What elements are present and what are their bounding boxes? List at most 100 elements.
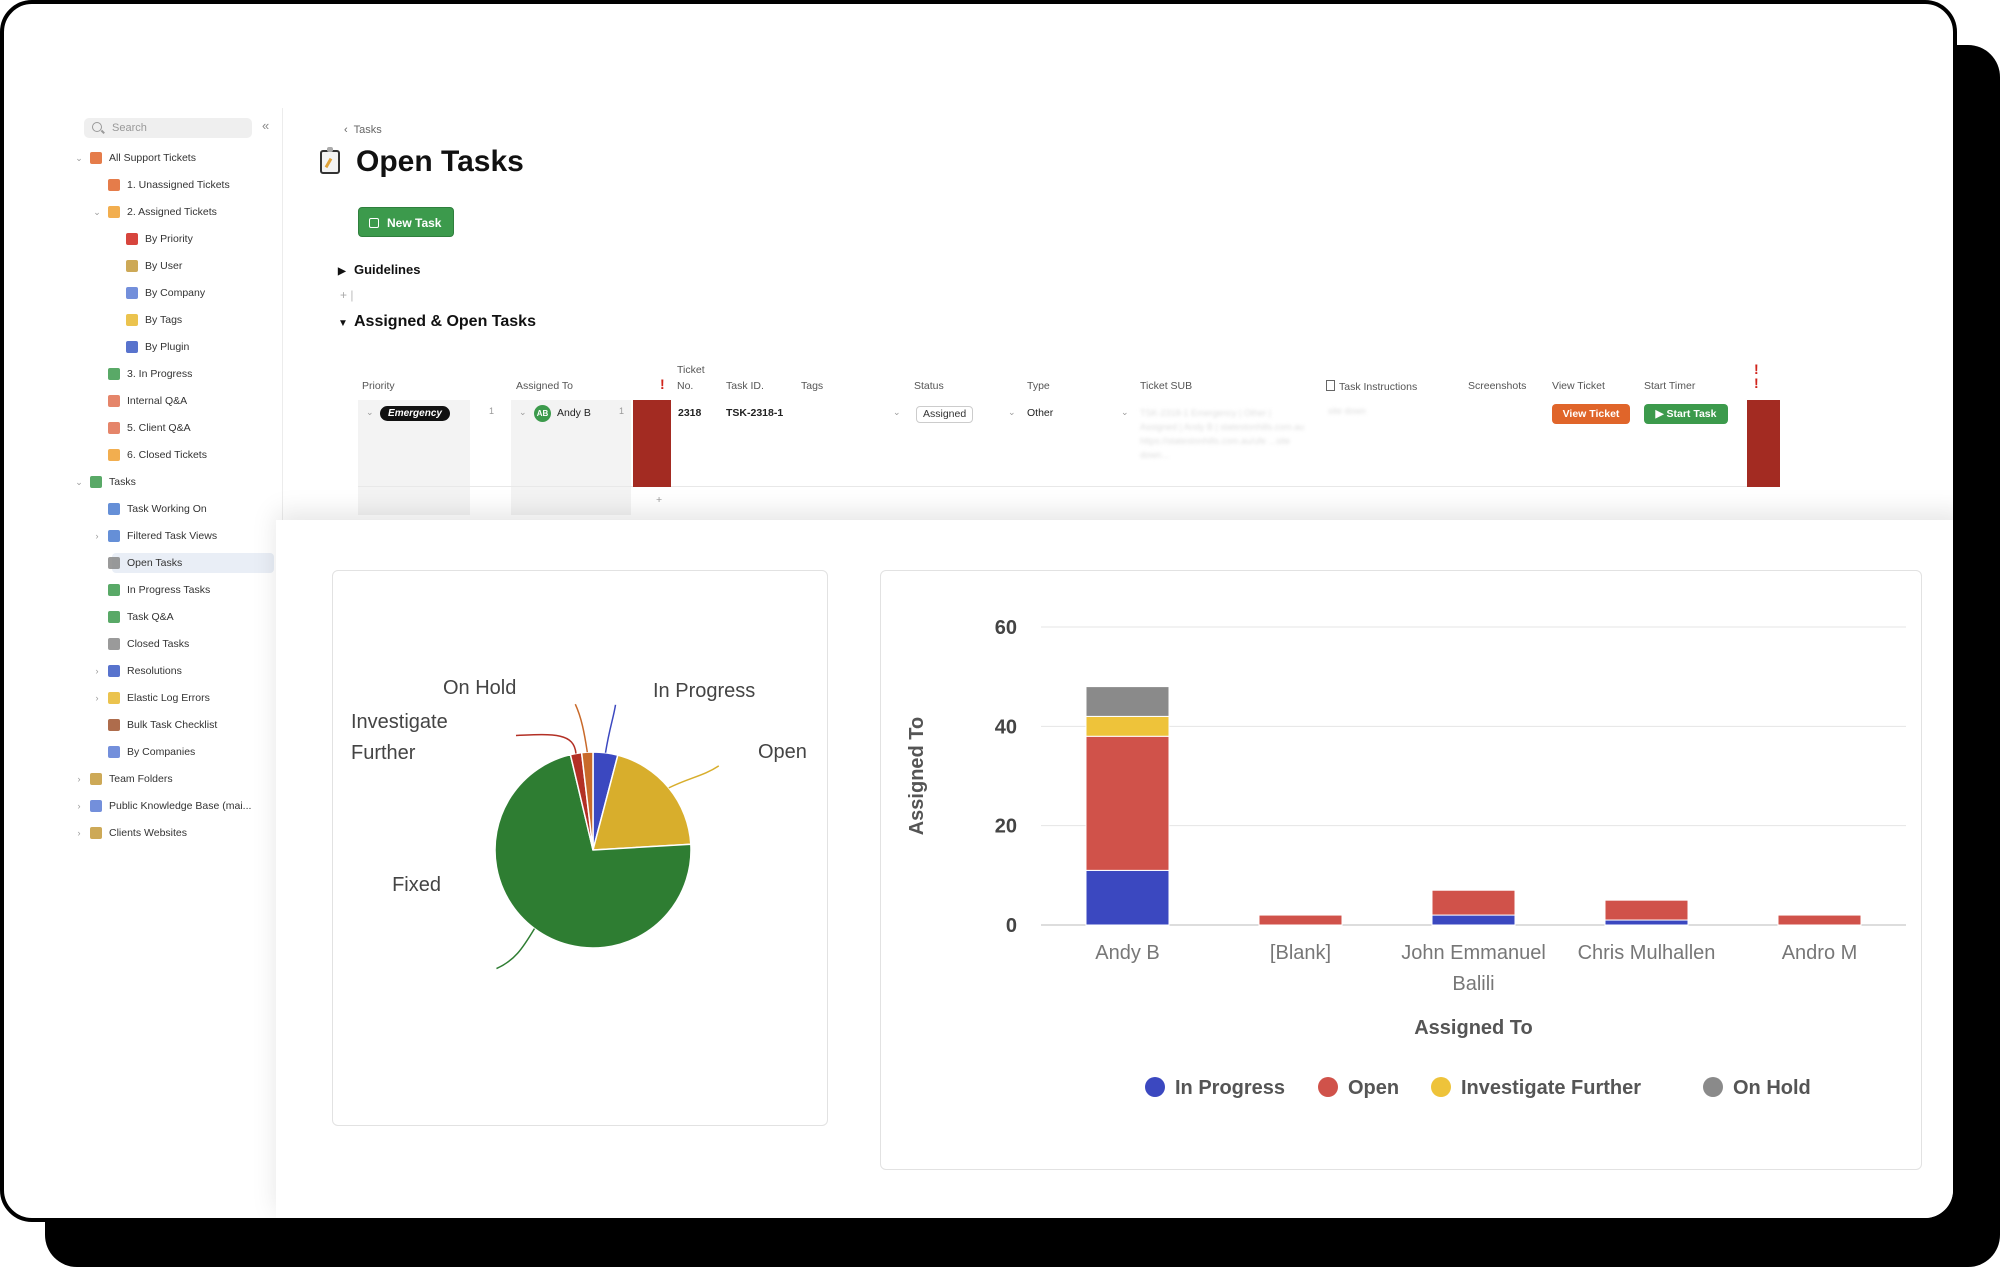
sidebar-item-by-user[interactable]: By User [74, 256, 274, 276]
sidebar-item-task-working-on[interactable]: Task Working On [74, 499, 274, 519]
assigned-open-tasks-toggle[interactable]: ▼ Assigned & Open Tasks [338, 313, 536, 330]
search-input[interactable]: Search [84, 118, 252, 138]
sidebar-item-filtered-task-views[interactable]: › Filtered Task Views [74, 526, 274, 546]
chevron-down-icon[interactable]: ⌄ [1008, 407, 1016, 417]
chevron-down-icon[interactable]: ⌄ [1121, 407, 1129, 417]
sidebar-item-elastic-log-errors[interactable]: › Elastic Log Errors [74, 688, 274, 708]
header-task-instructions[interactable]: Task Instructions [1326, 380, 1417, 393]
header-start-timer[interactable]: Start Timer [1644, 380, 1696, 392]
sidebar-item-label: Tasks [109, 476, 136, 488]
sidebar-item-bulk-task-checklist[interactable]: Bulk Task Checklist [74, 715, 274, 735]
clock-icon [108, 503, 120, 515]
sidebar-item-2-assigned-tickets[interactable]: ⌄ 2. Assigned Tickets [74, 202, 274, 222]
legend-swatch [1145, 1077, 1165, 1097]
header-view-ticket[interactable]: View Ticket [1552, 380, 1605, 392]
header-screenshots[interactable]: Screenshots [1468, 380, 1527, 392]
add-row-button[interactable]: + [656, 494, 663, 506]
bar-segment[interactable] [1604, 899, 1689, 921]
chevron-down-icon[interactable]: ⌄ [75, 153, 83, 163]
sidebar-item-resolutions[interactable]: › Resolutions [74, 661, 274, 681]
chevron-right-icon[interactable]: › [95, 666, 99, 676]
legend-label[interactable]: In Progress [1175, 1077, 1285, 1099]
sidebar-item-all-support-tickets[interactable]: ⌄ All Support Tickets [74, 148, 274, 168]
sidebar-item-team-folders[interactable]: › Team Folders [74, 769, 274, 789]
sidebar-item-6-closed-tickets[interactable]: 6. Closed Tickets [74, 445, 274, 465]
add-block-button[interactable]: + | [340, 288, 354, 302]
checkbox-icon [369, 218, 379, 228]
ticket-number[interactable]: 2318 [678, 407, 702, 419]
header-ticket-sub[interactable]: Ticket SUB [1140, 380, 1193, 392]
sidebar-item-closed-tasks[interactable]: Closed Tasks [74, 634, 274, 654]
bar-segment[interactable] [1604, 919, 1689, 926]
guidelines-toggle[interactable]: ▶ Guidelines [338, 262, 421, 277]
bar-segment[interactable] [1431, 914, 1516, 926]
chevron-down-icon[interactable]: ⌄ [75, 477, 83, 487]
header-tags[interactable]: Tags [801, 380, 824, 392]
bar-segment[interactable] [1431, 889, 1516, 916]
chevron-right-icon[interactable]: › [77, 801, 81, 811]
sidebar-item-internal-q-a[interactable]: Internal Q&A [74, 391, 274, 411]
header-ticket-no-line2[interactable]: No. [677, 380, 694, 392]
task-id[interactable]: TSK-2318-1 [726, 407, 784, 419]
priority-count: 1 [489, 406, 495, 416]
sidebar-item-by-tags[interactable]: By Tags [74, 310, 274, 330]
bar-segment[interactable] [1258, 914, 1343, 926]
bar-segment[interactable] [1085, 735, 1170, 871]
sidebar-item-by-companies[interactable]: By Companies [74, 742, 274, 762]
legend-label[interactable]: On Hold [1733, 1077, 1811, 1099]
header-task-id[interactable]: Task ID. [726, 380, 764, 392]
legend-label[interactable]: Open [1348, 1077, 1399, 1099]
header-type[interactable]: Type [1027, 380, 1050, 392]
tag-icon [126, 314, 138, 326]
sidebar-item-clients-websites[interactable]: › Clients Websites [74, 823, 274, 843]
chevron-right-icon[interactable]: › [77, 828, 81, 838]
table-row[interactable] [358, 400, 1778, 487]
header-assigned-to[interactable]: Assigned To [516, 380, 574, 392]
collapse-sidebar-icon[interactable]: « [262, 118, 270, 133]
bar-segment[interactable] [1085, 715, 1170, 737]
chevron-down-icon[interactable]: ⌄ [93, 207, 101, 217]
sidebar-item-public-knowledge-base-mai[interactable]: › Public Knowledge Base (mai... [74, 796, 274, 816]
bar-segment[interactable] [1085, 869, 1170, 926]
new-task-button[interactable]: New Task [358, 207, 454, 237]
warning-icon [108, 179, 120, 191]
sidebar-item-open-tasks[interactable]: Open Tasks [108, 553, 274, 573]
sidebar-item-in-progress-tasks[interactable]: In Progress Tasks [74, 580, 274, 600]
chevron-right-icon[interactable]: › [77, 774, 81, 784]
bar-segment[interactable] [1085, 686, 1170, 717]
resolutions-icon [108, 665, 120, 677]
sidebar-item-label: All Support Tickets [109, 152, 196, 164]
people-icon [108, 611, 120, 623]
chevron-right-icon[interactable]: › [95, 693, 99, 703]
start-task-button[interactable]: ▶ Start Task [1644, 404, 1728, 424]
sidebar-item-3-in-progress[interactable]: 3. In Progress [74, 364, 274, 384]
task-type[interactable]: Other [1027, 407, 1054, 419]
assignee-count: 1 [619, 406, 625, 416]
header-status[interactable]: Status [914, 380, 944, 392]
sidebar-item-tasks[interactable]: ⌄ Tasks [74, 472, 274, 492]
view-ticket-button[interactable]: View Ticket [1552, 404, 1630, 424]
sidebar-item-by-plugin[interactable]: By Plugin [74, 337, 274, 357]
legend-label[interactable]: Investigate Further [1461, 1077, 1641, 1099]
pie-slice[interactable] [592, 754, 692, 851]
breadcrumb[interactable]: ‹ Tasks [344, 124, 382, 136]
sidebar-item-5-client-q-a[interactable]: 5. Client Q&A [74, 418, 274, 438]
sidebar-item-label: Task Working On [127, 503, 207, 515]
chevron-right-icon[interactable]: › [95, 531, 99, 541]
sidebar-item-by-priority[interactable]: By Priority [74, 229, 274, 249]
header-ticket-no-line1[interactable]: Ticket [677, 364, 705, 376]
assignee-name[interactable]: Andy B [557, 407, 591, 419]
priority-badge[interactable]: Emergency [380, 406, 450, 421]
chevron-down-icon[interactable]: ⌄ [519, 407, 527, 417]
bar-segment[interactable] [1777, 914, 1862, 926]
header-priority[interactable]: Priority [362, 380, 395, 392]
chevron-down-icon[interactable]: ⌄ [366, 407, 374, 417]
chevron-down-icon[interactable]: ⌄ [893, 407, 901, 417]
sidebar-item-task-q-a[interactable]: Task Q&A [74, 607, 274, 627]
status-badge[interactable]: Assigned [916, 406, 974, 423]
knowledge-icon [90, 800, 102, 812]
pie-slice[interactable] [580, 751, 594, 851]
sidebar-item-by-company[interactable]: By Company [74, 283, 274, 303]
charts-panel: In Progress Open Fixed Investigate Further On… [276, 520, 1953, 1218]
sidebar-item-1-unassigned-tickets[interactable]: 1. Unassigned Tickets [74, 175, 274, 195]
